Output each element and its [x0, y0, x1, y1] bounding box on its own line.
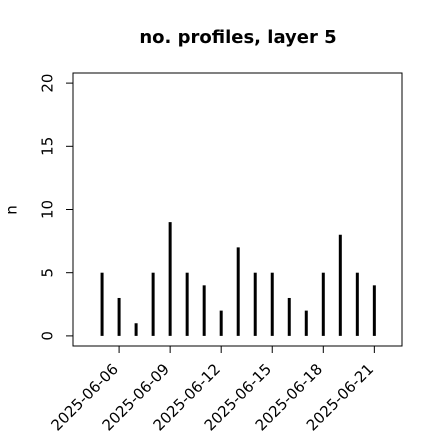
- y-tick-label: 0: [39, 331, 57, 341]
- y-tick-label: 5: [39, 268, 57, 278]
- chart-title: no. profiles, layer 5: [139, 27, 336, 48]
- y-tick-label: 10: [39, 200, 57, 219]
- y-tick-label: 15: [39, 137, 57, 156]
- y-tick-label: 20: [39, 74, 57, 93]
- y-axis-label: n: [3, 205, 21, 215]
